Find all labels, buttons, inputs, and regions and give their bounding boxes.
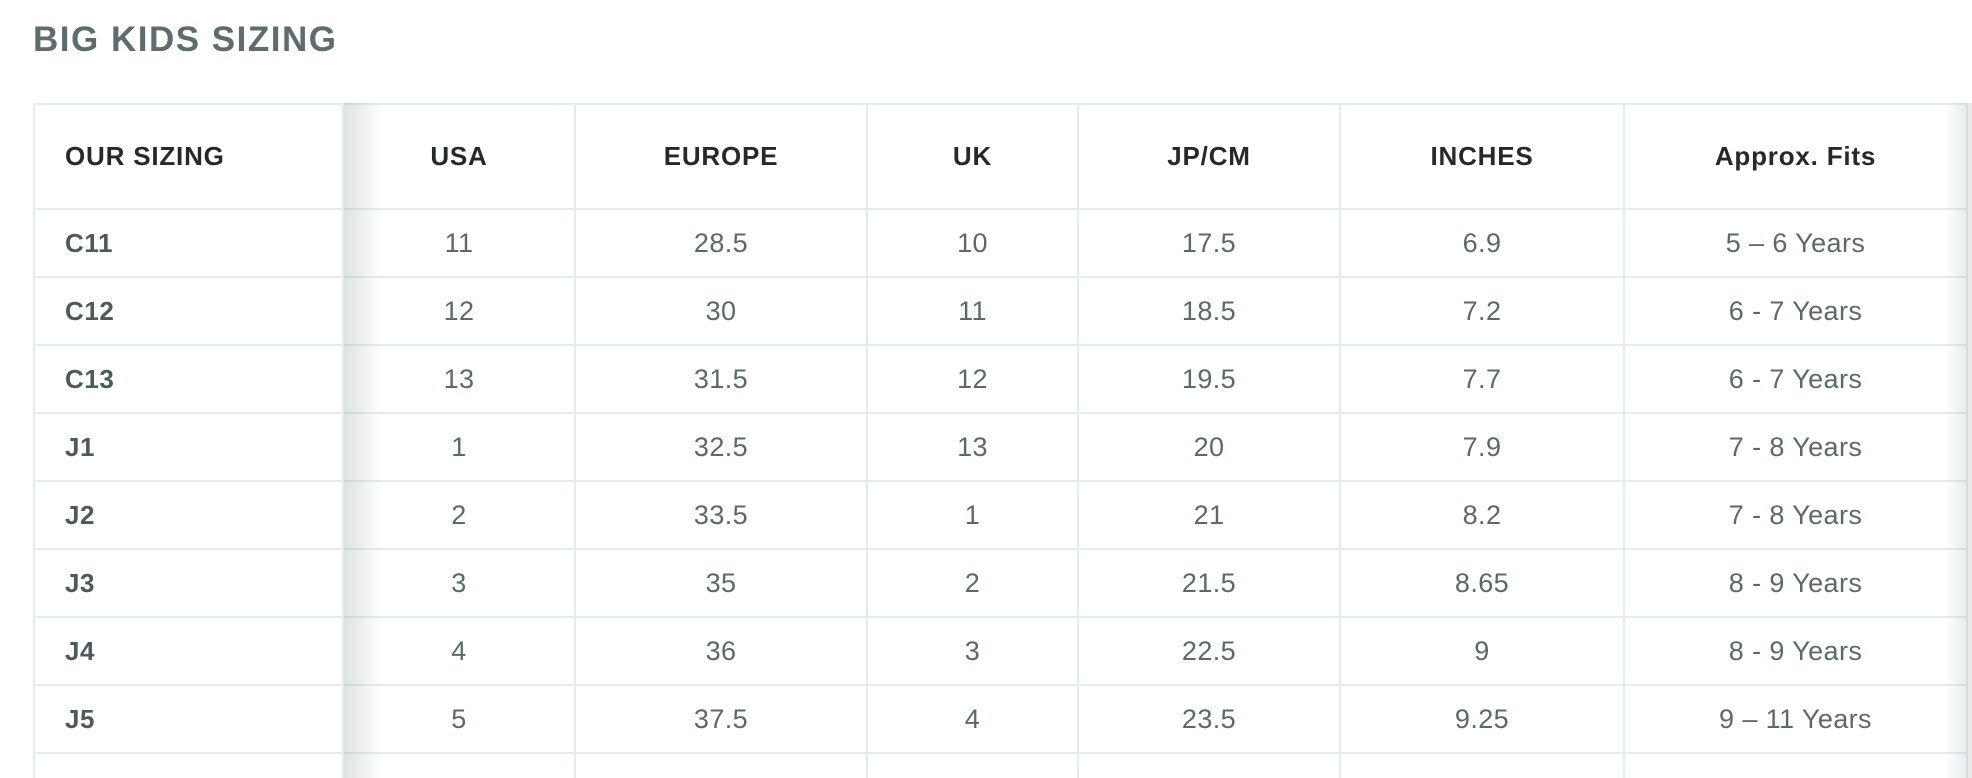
- size-value-cell: 4: [342, 616, 576, 686]
- row-label-cell: J3: [33, 548, 344, 618]
- row-label-cell: C12: [33, 276, 344, 346]
- table-row: J2 2 33.5 1 21 8.2 7 - 8 Years: [33, 480, 1968, 550]
- size-value-cell: 1: [866, 480, 1079, 550]
- size-value-cell: 37.5: [574, 684, 868, 754]
- size-value-cell: [574, 752, 868, 778]
- size-value-cell: 8 - 9 Years: [1623, 548, 1968, 618]
- size-value-cell: 7 - 8 Years: [1623, 480, 1968, 550]
- size-value-cell: [33, 752, 344, 778]
- size-value-cell: 5: [342, 684, 576, 754]
- size-value-cell: 8.2: [1339, 480, 1625, 550]
- size-value-cell: 7.9: [1339, 412, 1625, 482]
- size-value-cell: [1339, 752, 1625, 778]
- column-header-our-sizing: OUR SIZING: [33, 103, 344, 210]
- size-value-cell: 18.5: [1077, 276, 1341, 346]
- size-value-cell: 28.5: [574, 208, 868, 278]
- size-value-cell: 9.25: [1339, 684, 1625, 754]
- size-value-cell: 4: [866, 684, 1079, 754]
- column-header-europe: EUROPE: [574, 103, 868, 210]
- size-value-cell: 10: [866, 208, 1079, 278]
- size-value-cell: 33.5: [574, 480, 868, 550]
- size-value-cell: 36: [574, 616, 868, 686]
- table-body: C11 11 28.5 10 17.5 6.9 5 – 6 Years C12 12 30 11 18…: [33, 208, 1968, 778]
- size-value-cell: 21.5: [1077, 548, 1341, 618]
- row-label-cell: C11: [33, 208, 344, 278]
- row-label-cell: J5: [33, 684, 344, 754]
- row-label-cell: C13: [33, 344, 344, 414]
- size-value-cell: 20: [1077, 412, 1341, 482]
- column-header-uk: UK: [866, 103, 1079, 210]
- size-value-cell: 22.5: [1077, 616, 1341, 686]
- size-value-cell: 5 – 6 Years: [1623, 208, 1968, 278]
- column-header-approx-fits: Approx. Fits: [1623, 103, 1968, 210]
- size-value-cell: 2: [342, 480, 576, 550]
- size-value-cell: 13: [342, 344, 576, 414]
- size-value-cell: [1077, 752, 1341, 778]
- table-row: C12 12 30 11 18.5 7.2 6 - 7 Years: [33, 276, 1968, 346]
- table-row: C13 13 31.5 12 19.5 7.7 6 - 7 Years: [33, 344, 1968, 414]
- size-value-cell: 21: [1077, 480, 1341, 550]
- size-value-cell: 6 - 7 Years: [1623, 344, 1968, 414]
- column-header-usa: USA: [342, 103, 576, 210]
- page-title: BIG KIDS SIZING: [33, 20, 338, 59]
- size-value-cell: 2: [866, 548, 1079, 618]
- size-value-cell: 1: [342, 412, 576, 482]
- size-value-cell: 8.65: [1339, 548, 1625, 618]
- size-value-cell: 12: [342, 276, 576, 346]
- size-value-cell: 9: [1339, 616, 1625, 686]
- row-label-cell: J1: [33, 412, 344, 482]
- size-value-cell: 11: [342, 208, 576, 278]
- size-value-cell: 7.2: [1339, 276, 1625, 346]
- size-value-cell: 31.5: [574, 344, 868, 414]
- size-value-cell: 19.5: [1077, 344, 1341, 414]
- size-value-cell: 32.5: [574, 412, 868, 482]
- size-table-scroll-region[interactable]: OUR SIZING USA EUROPE UK JP/CM INCHES Ap…: [33, 103, 1972, 778]
- size-value-cell: 8 - 9 Years: [1623, 616, 1968, 686]
- size-value-cell: 12: [866, 344, 1079, 414]
- size-value-cell: [866, 752, 1079, 778]
- row-label-cell: J4: [33, 616, 344, 686]
- size-value-cell: 6.9: [1339, 208, 1625, 278]
- table-row: J3 3 35 2 21.5 8.65 8 - 9 Years: [33, 548, 1968, 618]
- table-row-partial: [33, 752, 1968, 778]
- size-value-cell: 7.7: [1339, 344, 1625, 414]
- size-value-cell: 35: [574, 548, 868, 618]
- table-row: J1 1 32.5 13 20 7.9 7 - 8 Years: [33, 412, 1968, 482]
- size-value-cell: 3: [866, 616, 1079, 686]
- size-value-cell: 9 – 11 Years: [1623, 684, 1968, 754]
- size-value-cell: 17.5: [1077, 208, 1341, 278]
- size-value-cell: 23.5: [1077, 684, 1341, 754]
- row-label-cell: J2: [33, 480, 344, 550]
- table-row: C11 11 28.5 10 17.5 6.9 5 – 6 Years: [33, 208, 1968, 278]
- size-value-cell: 7 - 8 Years: [1623, 412, 1968, 482]
- size-value-cell: 6 - 7 Years: [1623, 276, 1968, 346]
- size-value-cell: 30: [574, 276, 868, 346]
- column-header-inches: INCHES: [1339, 103, 1625, 210]
- column-header-jp-cm: JP/CM: [1077, 103, 1341, 210]
- table-row: J5 5 37.5 4 23.5 9.25 9 – 11 Years: [33, 684, 1968, 754]
- size-value-cell: [342, 752, 576, 778]
- size-value-cell: 13: [866, 412, 1079, 482]
- table-header-row: OUR SIZING USA EUROPE UK JP/CM INCHES Ap…: [33, 103, 1968, 210]
- table-row: J4 4 36 3 22.5 9 8 - 9 Years: [33, 616, 1968, 686]
- size-value-cell: [1623, 752, 1968, 778]
- size-value-cell: 3: [342, 548, 576, 618]
- size-value-cell: 11: [866, 276, 1079, 346]
- big-kids-sizing-table: OUR SIZING USA EUROPE UK JP/CM INCHES Ap…: [33, 103, 1968, 778]
